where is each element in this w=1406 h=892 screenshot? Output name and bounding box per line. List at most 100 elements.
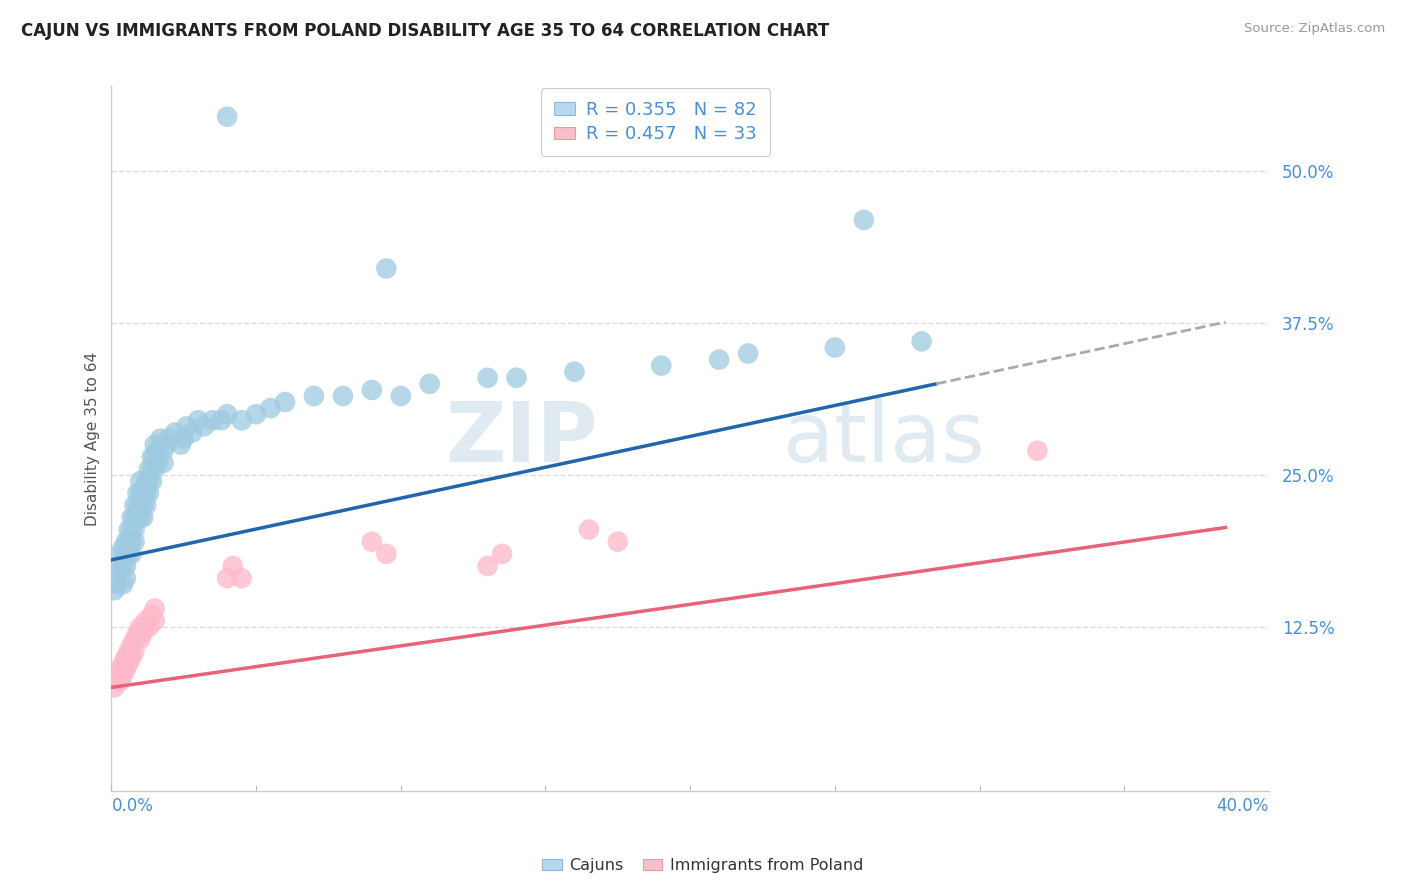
Point bbox=[707, 352, 730, 367]
Point bbox=[1026, 443, 1049, 458]
Point bbox=[115, 534, 138, 549]
Point bbox=[152, 456, 174, 470]
Point bbox=[127, 625, 149, 640]
Point bbox=[121, 534, 143, 549]
Point bbox=[146, 443, 169, 458]
Point bbox=[181, 425, 204, 440]
Point bbox=[375, 261, 398, 276]
Point bbox=[231, 413, 253, 427]
Point bbox=[124, 510, 146, 524]
Point bbox=[187, 413, 209, 427]
Point bbox=[129, 486, 152, 500]
Point bbox=[170, 437, 193, 451]
Point bbox=[176, 419, 198, 434]
Point bbox=[360, 383, 382, 397]
Point bbox=[115, 662, 138, 676]
Text: atlas: atlas bbox=[783, 398, 984, 479]
Point bbox=[108, 565, 131, 579]
Point bbox=[564, 365, 586, 379]
Point bbox=[118, 534, 141, 549]
Point bbox=[259, 401, 281, 416]
Point bbox=[115, 547, 138, 561]
Point bbox=[105, 559, 128, 574]
Point bbox=[111, 656, 134, 670]
Point bbox=[129, 620, 152, 634]
Point bbox=[375, 547, 398, 561]
Point bbox=[105, 577, 128, 591]
Point bbox=[121, 638, 143, 652]
Y-axis label: Disability Age 35 to 64: Disability Age 35 to 64 bbox=[86, 351, 100, 525]
Point bbox=[108, 662, 131, 676]
Point bbox=[121, 650, 143, 665]
Point bbox=[302, 389, 325, 403]
Point bbox=[209, 413, 232, 427]
Point bbox=[103, 583, 125, 598]
Point bbox=[127, 498, 149, 512]
Point bbox=[852, 213, 875, 227]
Point bbox=[419, 376, 441, 391]
Point bbox=[332, 389, 354, 403]
Point bbox=[105, 668, 128, 682]
Point bbox=[118, 523, 141, 537]
Point bbox=[111, 668, 134, 682]
Point bbox=[505, 371, 527, 385]
Point bbox=[124, 644, 146, 658]
Point bbox=[111, 541, 134, 555]
Point bbox=[217, 110, 239, 124]
Point bbox=[111, 559, 134, 574]
Point bbox=[165, 425, 187, 440]
Point bbox=[103, 681, 125, 695]
Point bbox=[124, 534, 146, 549]
Point bbox=[149, 432, 172, 446]
Point bbox=[135, 614, 157, 628]
Point bbox=[193, 419, 215, 434]
Point bbox=[155, 437, 177, 451]
Point bbox=[143, 450, 166, 464]
Point bbox=[138, 486, 160, 500]
Text: ZIP: ZIP bbox=[446, 398, 598, 479]
Point bbox=[138, 474, 160, 488]
Point bbox=[141, 474, 163, 488]
Point bbox=[491, 547, 513, 561]
Point bbox=[115, 571, 138, 585]
Point bbox=[135, 486, 157, 500]
Legend: Cajuns, Immigrants from Poland: Cajuns, Immigrants from Poland bbox=[536, 852, 870, 880]
Point bbox=[143, 614, 166, 628]
Point bbox=[129, 510, 152, 524]
Point bbox=[108, 674, 131, 689]
Point bbox=[217, 407, 239, 421]
Text: 0.0%: 0.0% bbox=[111, 797, 153, 814]
Point bbox=[141, 462, 163, 476]
Point bbox=[132, 498, 155, 512]
Point bbox=[606, 534, 628, 549]
Point bbox=[389, 389, 412, 403]
Point bbox=[127, 510, 149, 524]
Point bbox=[121, 510, 143, 524]
Point bbox=[138, 462, 160, 476]
Point bbox=[141, 450, 163, 464]
Point bbox=[118, 656, 141, 670]
Point bbox=[143, 462, 166, 476]
Point bbox=[138, 620, 160, 634]
Point bbox=[118, 547, 141, 561]
Point bbox=[135, 474, 157, 488]
Point bbox=[111, 577, 134, 591]
Point bbox=[737, 346, 759, 360]
Point bbox=[231, 571, 253, 585]
Legend: R = 0.355   N = 82, R = 0.457   N = 33: R = 0.355 N = 82, R = 0.457 N = 33 bbox=[541, 88, 769, 156]
Point bbox=[127, 486, 149, 500]
Point bbox=[201, 413, 224, 427]
Point bbox=[477, 559, 499, 574]
Point bbox=[152, 443, 174, 458]
Point bbox=[143, 601, 166, 615]
Point bbox=[217, 571, 239, 585]
Text: 40.0%: 40.0% bbox=[1216, 797, 1270, 814]
Point bbox=[132, 625, 155, 640]
Text: CAJUN VS IMMIGRANTS FROM POLAND DISABILITY AGE 35 TO 64 CORRELATION CHART: CAJUN VS IMMIGRANTS FROM POLAND DISABILI… bbox=[21, 22, 830, 40]
Point bbox=[124, 632, 146, 646]
Point bbox=[141, 607, 163, 622]
Point bbox=[911, 334, 934, 349]
Point bbox=[132, 486, 155, 500]
Point bbox=[824, 340, 846, 354]
Point bbox=[108, 547, 131, 561]
